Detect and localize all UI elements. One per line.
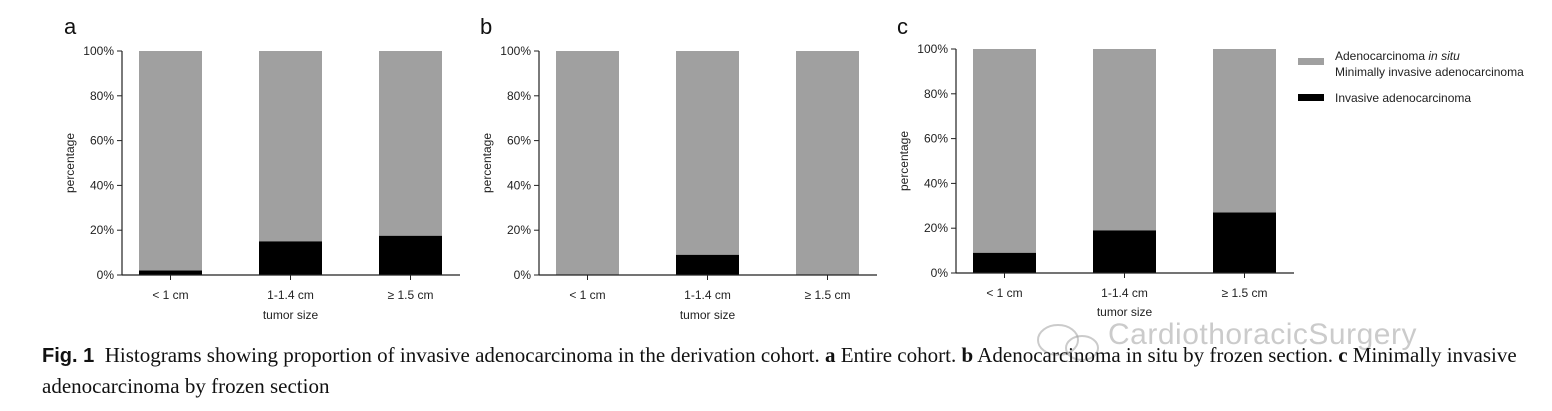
y-tick-label-c-2: 40% — [924, 176, 948, 190]
bar-invasive-c-0 — [973, 252, 1036, 273]
y-tick-label-b-1: 20% — [507, 223, 531, 237]
bar-invasive-b-1 — [676, 254, 739, 275]
caption-b-text: Adenocarcinoma in situ by frozen section… — [973, 343, 1339, 367]
y-axis-title-c: percentage — [897, 131, 911, 191]
watermark: CardiothoracicSurgery — [1108, 318, 1417, 351]
y-tick-label-c-0: 0% — [931, 266, 949, 280]
x-tick-label-b-0: < 1 cm — [569, 288, 605, 302]
figure-label: Fig. 1 — [42, 345, 95, 367]
bar-invasive-c-2 — [1213, 212, 1276, 273]
panel-c: c < 1 cm 1-1.4 cm ≥ 1.5 cm 0% 20% 40% 60% 80% 100… — [897, 14, 1294, 319]
y-tick-label-c-3: 60% — [924, 132, 948, 146]
caption-a-label: a — [824, 343, 836, 367]
y-tick-label-a-0: 0% — [97, 268, 115, 282]
bar-non-invasive-c-2 — [1213, 49, 1276, 213]
legend: Adenocarcinoma in situ Minimally invasiv… — [1298, 49, 1524, 105]
panel-b: b < 1 cm 1-1.4 cm ≥ 1.5 cm 0% 20% 40% 60% 80% 100… — [480, 14, 877, 322]
y-tick-label-b-2: 40% — [507, 178, 531, 192]
bar-invasive-c-1 — [1093, 230, 1156, 273]
x-axis-title-a: tumor size — [263, 308, 319, 322]
caption-b-label: b — [961, 343, 974, 367]
watermark-logo-icon — [1037, 324, 1099, 361]
bar-non-invasive-a-2 — [379, 51, 442, 236]
y-tick-label-b-3: 60% — [507, 134, 531, 148]
y-tick-label-a-1: 20% — [90, 223, 114, 237]
y-tick-label-c-4: 80% — [924, 87, 948, 101]
bar-non-invasive-a-1 — [259, 51, 322, 242]
x-tick-label-b-1: 1-1.4 cm — [684, 288, 731, 302]
x-tick-label-c-0: < 1 cm — [986, 286, 1022, 300]
x-tick-label-a-2: ≥ 1.5 cm — [388, 288, 434, 302]
legend-label-invasive: Invasive adenocarcinoma — [1335, 91, 1471, 105]
y-tick-label-b-5: 100% — [500, 44, 531, 58]
bar-non-invasive-b-1 — [676, 51, 739, 255]
y-tick-label-a-2: 40% — [90, 178, 114, 192]
caption-c-label: c — [1338, 343, 1348, 367]
x-tick-label-a-0: < 1 cm — [152, 288, 188, 302]
legend-swatch-invasive — [1298, 94, 1324, 101]
y-tick-label-b-4: 80% — [507, 89, 531, 103]
legend-label-ais: Adenocarcinoma in situ — [1335, 49, 1460, 63]
panel-a: a < 1 cm 1-1.4 cm ≥ 1.5 cm 0% 20% 40% 60% 80% 100… — [63, 14, 460, 322]
bar-invasive-a-0 — [139, 270, 202, 275]
y-axis-title-a: percentage — [63, 133, 77, 193]
x-axis-title-b: tumor size — [680, 308, 736, 322]
panel-letter-a: a — [64, 14, 77, 39]
caption-text: Histograms showing proportion of invasiv… — [104, 343, 825, 367]
y-tick-label-a-5: 100% — [83, 44, 114, 58]
x-tick-label-b-2: ≥ 1.5 cm — [805, 288, 851, 302]
bar-non-invasive-c-1 — [1093, 49, 1156, 231]
bar-non-invasive-a-0 — [139, 51, 202, 271]
y-tick-label-a-3: 60% — [90, 134, 114, 148]
figure-charts: a < 1 cm 1-1.4 cm ≥ 1.5 cm 0% 20% 40% 60% 80% 100… — [63, 14, 1524, 322]
x-tick-label-c-2: ≥ 1.5 cm — [1222, 286, 1268, 300]
y-tick-label-c-1: 20% — [924, 221, 948, 235]
legend-label-mia: Minimally invasive adenocarcinoma — [1335, 65, 1524, 79]
x-tick-label-a-1: 1-1.4 cm — [267, 288, 314, 302]
x-axis-title-c: tumor size — [1097, 305, 1153, 319]
figure-caption: Fig. 1 Histograms showing proportion of … — [42, 340, 1542, 401]
caption-a-text: Entire cohort. — [835, 343, 962, 367]
y-tick-label-b-0: 0% — [514, 268, 532, 282]
bar-invasive-a-1 — [259, 241, 322, 275]
x-tick-label-c-1: 1-1.4 cm — [1101, 286, 1148, 300]
panel-letter-c: c — [897, 14, 908, 39]
bar-non-invasive-c-0 — [973, 49, 1036, 253]
bar-non-invasive-b-2 — [796, 51, 859, 275]
y-tick-label-a-4: 80% — [90, 89, 114, 103]
legend-swatch-non-invasive — [1298, 58, 1324, 65]
bar-invasive-a-2 — [379, 235, 442, 275]
caption-c-text: Minimally invasive adenocarcinoma by fro… — [42, 343, 1517, 398]
y-axis-title-b: percentage — [480, 133, 494, 193]
bar-non-invasive-b-0 — [556, 51, 619, 275]
panel-letter-b: b — [480, 14, 492, 39]
y-tick-label-c-5: 100% — [917, 42, 948, 56]
